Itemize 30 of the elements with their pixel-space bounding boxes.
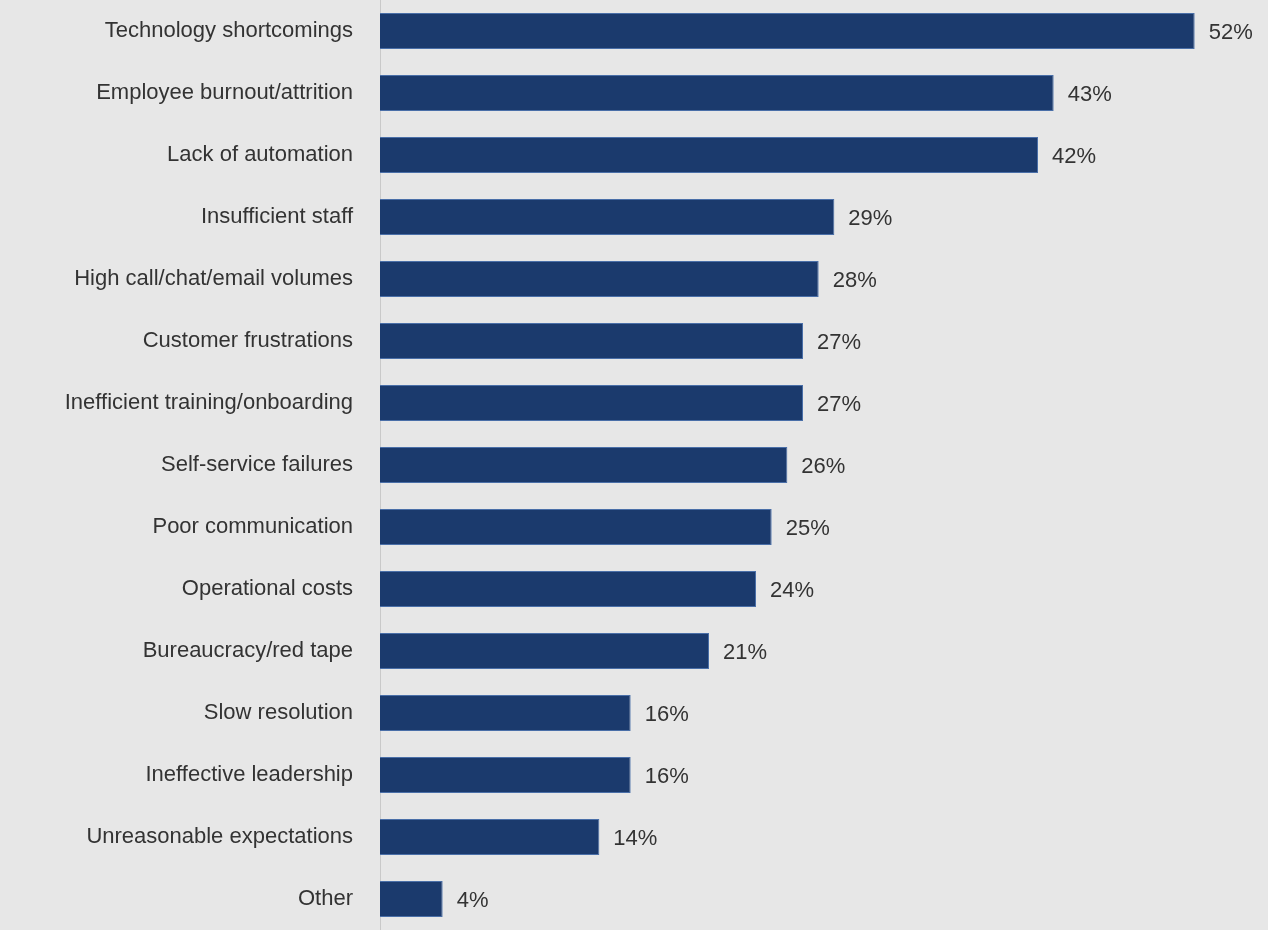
- y-tick-label: Employee burnout/attrition: [96, 79, 353, 105]
- y-tick-label: Operational costs: [181, 575, 353, 601]
- y-tick-label: Unreasonable expectations: [86, 823, 353, 849]
- data-label: 25%: [785, 515, 830, 541]
- data-label: 43%: [1067, 81, 1112, 107]
- data-label: 27%: [817, 391, 862, 417]
- y-tick-label: High call/chat/email volumes: [74, 265, 353, 291]
- y-tick-label: Slow resolution: [203, 699, 353, 725]
- data-label: 16%: [644, 763, 689, 789]
- data-label: 29%: [848, 205, 893, 231]
- data-label: 24%: [770, 577, 815, 603]
- data-label: 21%: [723, 639, 768, 665]
- data-label: 16%: [644, 701, 689, 727]
- y-tick-label: Inefficient training/onboarding: [64, 389, 353, 415]
- y-tick-label: Other: [297, 885, 353, 911]
- data-label: 52%: [1208, 19, 1253, 45]
- data-label: 42%: [1052, 143, 1097, 169]
- y-tick-label: Technology shortcomings: [104, 17, 353, 43]
- data-label: 26%: [801, 453, 846, 479]
- y-tick-label: Ineffective leadership: [145, 761, 353, 787]
- y-tick-label: Self-service failures: [161, 451, 353, 477]
- y-tick-label: Lack of automation: [167, 141, 353, 167]
- y-tick-label: Poor communication: [152, 513, 353, 539]
- data-label: 27%: [817, 329, 862, 355]
- y-tick-label: Insufficient staff: [200, 203, 354, 229]
- y-tick-label: Customer frustrations: [142, 327, 353, 353]
- data-label: 4%: [456, 887, 489, 913]
- data-label: 14%: [613, 825, 658, 851]
- data-label: 28%: [832, 267, 877, 293]
- y-tick-label: Bureaucracy/red tape: [142, 637, 353, 663]
